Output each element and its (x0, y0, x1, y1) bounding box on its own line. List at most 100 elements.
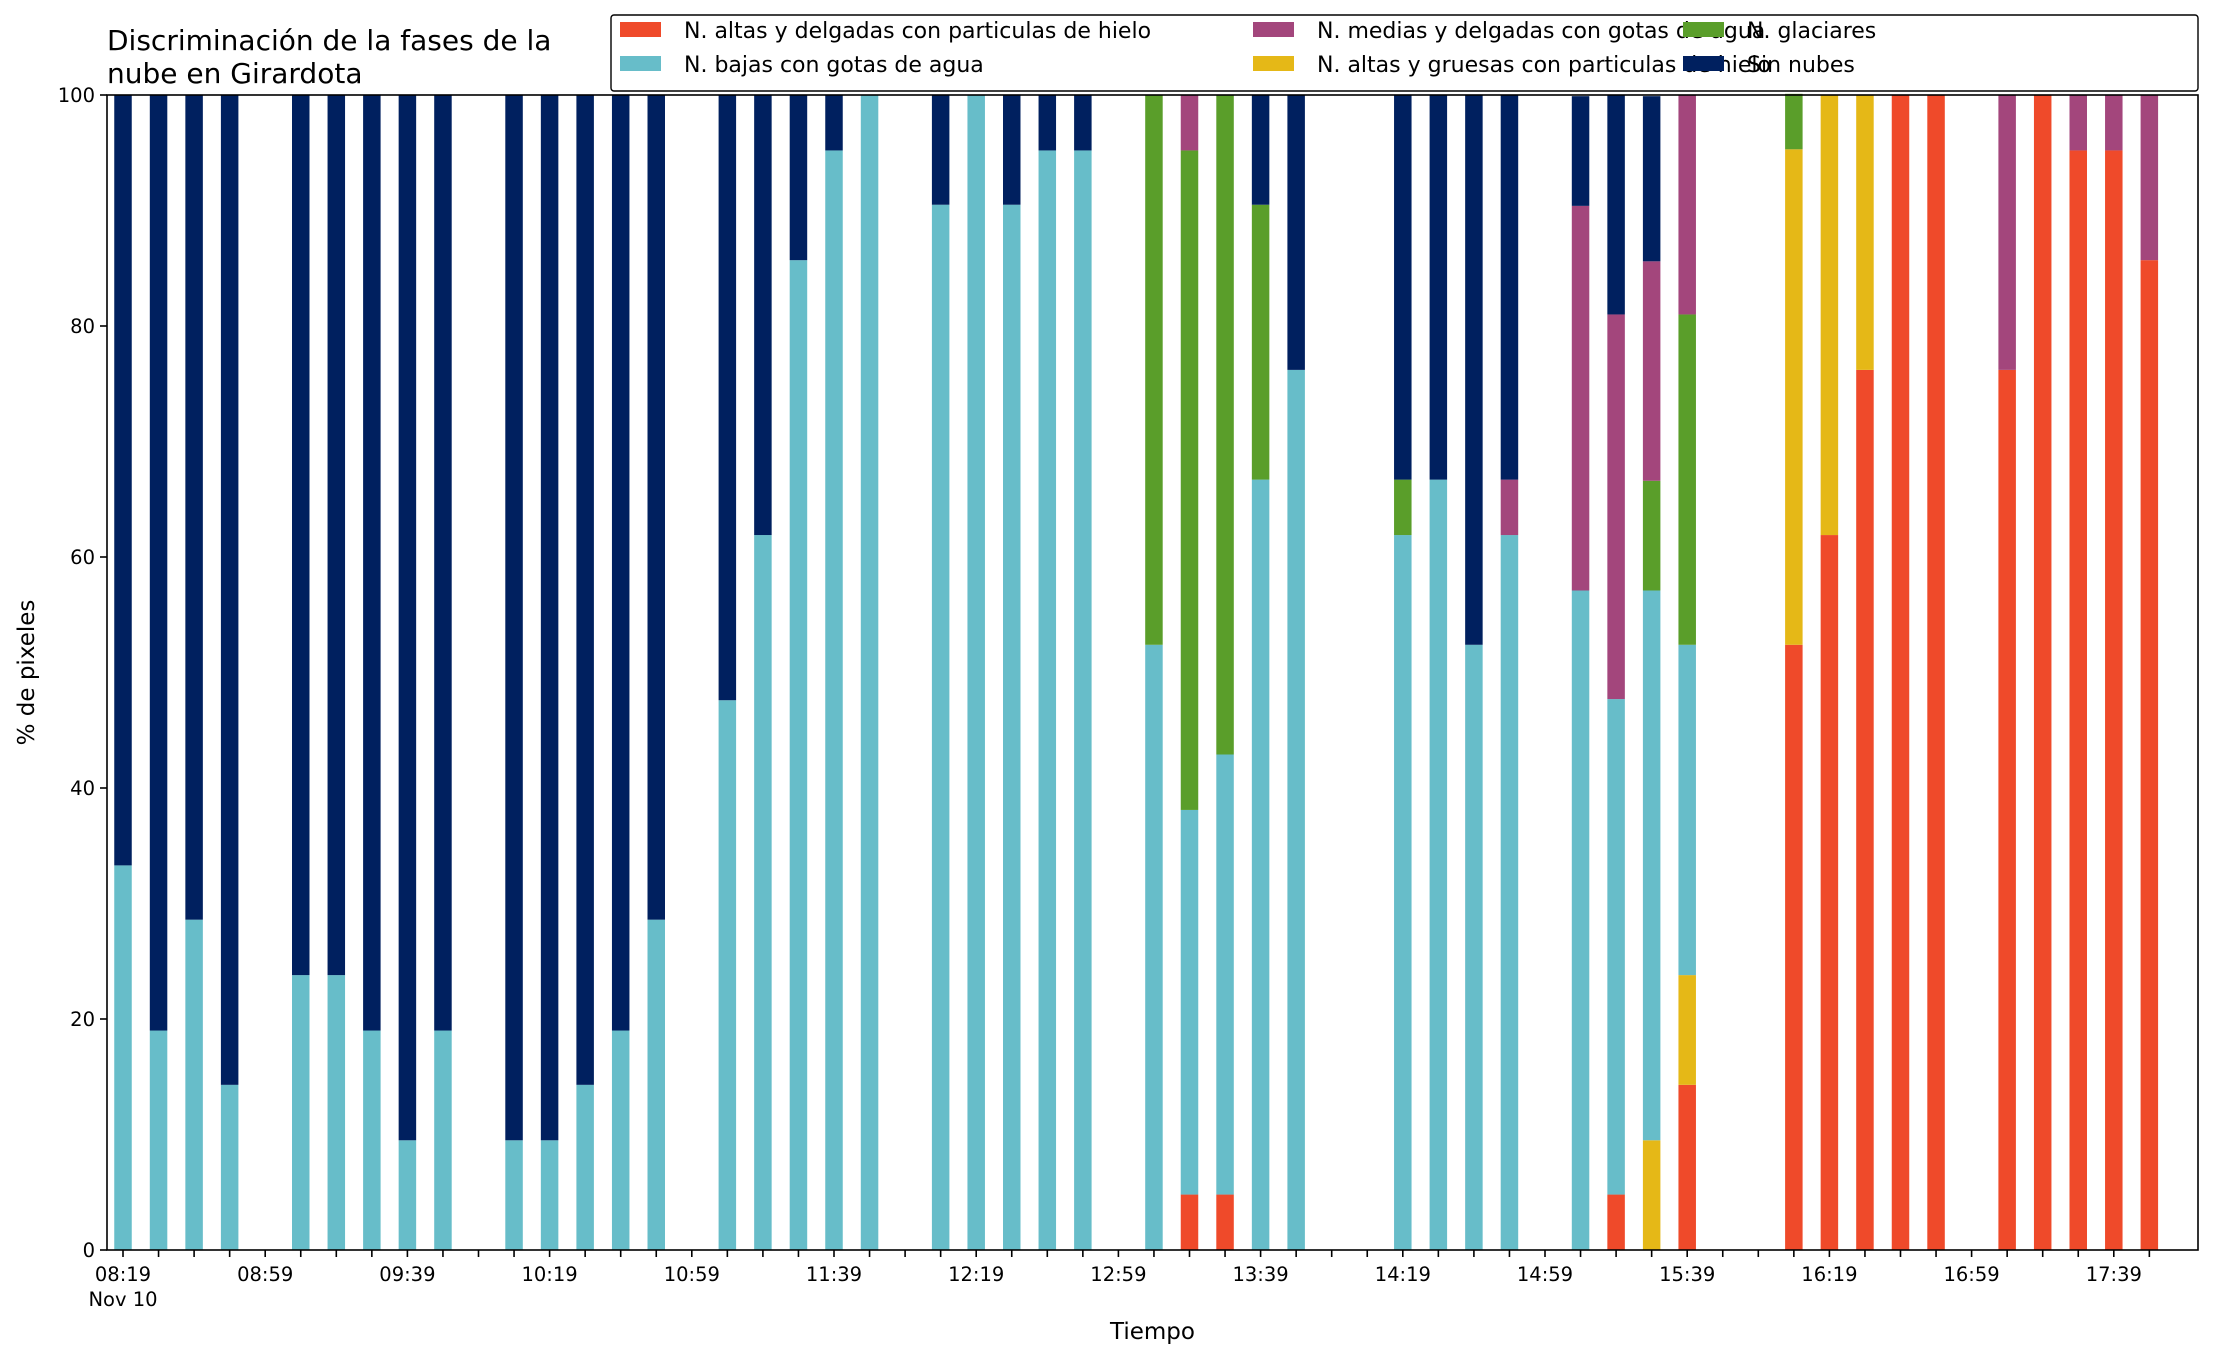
bar-segment-b-27 (1074, 150, 1092, 1251)
bar-segment-m-39 (1500, 479, 1519, 536)
bar-segment-s-17 (718, 95, 737, 701)
x-tick-label: 14:19 (1375, 1263, 1431, 1286)
bar-segment-b-24 (967, 95, 985, 1250)
legend-label-b: N. bajas con gotas de agua (684, 53, 984, 78)
bar-segment-s-13 (576, 95, 594, 1085)
x-tick-label: 12:19 (948, 1263, 1004, 1286)
bar-segment-s-2 (185, 95, 203, 920)
bar-segment-ad-49 (1856, 369, 1874, 1250)
bar-segment-g-47 (1785, 93, 1803, 150)
bar-segment-s-5 (292, 95, 310, 976)
bar-segment-ad-47 (1785, 644, 1803, 1250)
bar-segment-s-23 (931, 95, 950, 205)
bar-segment-g-30 (1180, 150, 1199, 810)
bar-segment-b-19 (789, 260, 808, 1250)
legend: N. altas y delgadas con particulas de hi… (610, 14, 2199, 92)
bar-segment-b-43 (1642, 590, 1661, 1141)
bar-segment-b-20 (825, 150, 843, 1251)
bar-segment-g-36 (1394, 479, 1412, 536)
x-tick-label: 16:59 (1943, 1263, 1999, 1286)
y-axis-label: % de pixeles (14, 600, 40, 746)
bar-segment-ag-43 (1642, 1140, 1661, 1250)
bar-segment-b-36 (1394, 535, 1412, 1250)
y-tick-label: 60 (70, 546, 95, 569)
y-tick-label: 20 (70, 1008, 95, 1031)
bar-segment-b-15 (647, 919, 665, 1250)
x-tick-label: 16:19 (1801, 1263, 1857, 1286)
bar-segment-b-30 (1180, 809, 1199, 1195)
bar-segment-s-0 (114, 95, 132, 866)
bar-segment-s-33 (1287, 95, 1305, 370)
y-tick-label: 80 (70, 315, 95, 338)
bar-segment-ag-49 (1856, 95, 1874, 370)
bar-segment-b-6 (327, 975, 346, 1250)
x-tick-label: 15:39 (1659, 1263, 1715, 1286)
legend-swatch-ad (620, 22, 661, 37)
bar-segment-s-38 (1465, 95, 1483, 645)
bar-segment-g-43 (1642, 480, 1661, 591)
x-tick-label: 14:59 (1517, 1263, 1573, 1286)
bar-segment-b-42 (1607, 699, 1625, 1195)
chart-title-line-1: Discriminación de la fases de la (107, 24, 551, 57)
bar-segment-s-27 (1074, 95, 1092, 151)
bar-segment-b-18 (754, 535, 772, 1250)
bar-segment-ag-44 (1678, 975, 1696, 1085)
x-tick-sublabel: Nov 10 (88, 1288, 157, 1311)
bar-segment-m-53 (1998, 95, 2016, 370)
bar-segment-b-39 (1500, 535, 1519, 1250)
bar-segment-s-19 (789, 95, 808, 261)
x-tick-label: 09:39 (379, 1263, 435, 1286)
bar-segment-s-1 (149, 95, 168, 1031)
bar-segment-s-8 (398, 95, 417, 1141)
bar-segment-m-43 (1642, 261, 1661, 481)
bar-segment-b-33 (1287, 369, 1305, 1250)
y-tick-label: 0 (83, 1239, 95, 1262)
bar-segment-ad-57 (2140, 260, 2159, 1250)
bar-segment-b-31 (1216, 754, 1234, 1195)
bar-segment-b-37 (1429, 479, 1448, 1250)
legend-label-s: Sin nubes (1747, 53, 1855, 78)
y-tick-label: 100 (58, 84, 95, 107)
bar-segment-ad-55 (2069, 150, 2087, 1251)
bar-segment-b-12 (540, 1140, 559, 1250)
x-tick-label: 08:59 (237, 1263, 293, 1286)
bars-layer (114, 93, 2159, 1251)
bar-segment-b-21 (860, 95, 879, 1250)
bar-segment-b-14 (611, 1030, 630, 1250)
bar-segment-s-25 (1003, 95, 1021, 205)
legend-label-ad: N. altas y delgadas con particulas de hi… (684, 19, 1151, 44)
bar-segment-m-41 (1571, 205, 1590, 591)
bar-segment-s-3 (220, 95, 239, 1085)
bar-segment-s-7 (363, 95, 381, 1031)
bar-segment-m-55 (2069, 95, 2087, 151)
bar-segment-ad-30 (1180, 1194, 1199, 1250)
bar-segment-b-13 (576, 1084, 594, 1250)
bar-segment-ag-47 (1785, 149, 1803, 645)
bar-segment-b-2 (185, 919, 203, 1250)
bar-segment-b-29 (1145, 644, 1163, 1250)
bar-segment-ag-48 (1820, 95, 1839, 536)
y-tick-label: 40 (70, 777, 95, 800)
x-tick-label: 17:39 (2086, 1263, 2142, 1286)
bar-segment-s-32 (1251, 95, 1270, 205)
bar-segment-ad-44 (1678, 1084, 1696, 1250)
bar-segment-b-9 (434, 1030, 452, 1250)
legend-swatch-ag (1253, 56, 1294, 71)
x-axis-label: Tiempo (1109, 1319, 1195, 1345)
bar-segment-s-6 (327, 95, 346, 976)
bar-segment-b-25 (1003, 204, 1021, 1251)
bar-segment-b-41 (1571, 590, 1590, 1250)
x-tick-label: 10:59 (664, 1263, 720, 1286)
chart-title-line-2: nube en Girardota (107, 57, 362, 90)
bar-segment-g-31 (1216, 95, 1234, 755)
bar-segment-m-57 (2140, 95, 2159, 261)
bar-segment-b-32 (1251, 479, 1270, 1250)
x-tick-label: 08:19 (95, 1263, 151, 1286)
plot-frame (106, 94, 2199, 1251)
bar-segment-ad-48 (1820, 535, 1839, 1250)
bar-segment-s-36 (1394, 95, 1412, 480)
bar-segment-b-11 (505, 1140, 523, 1250)
bar-segment-s-37 (1429, 95, 1448, 480)
